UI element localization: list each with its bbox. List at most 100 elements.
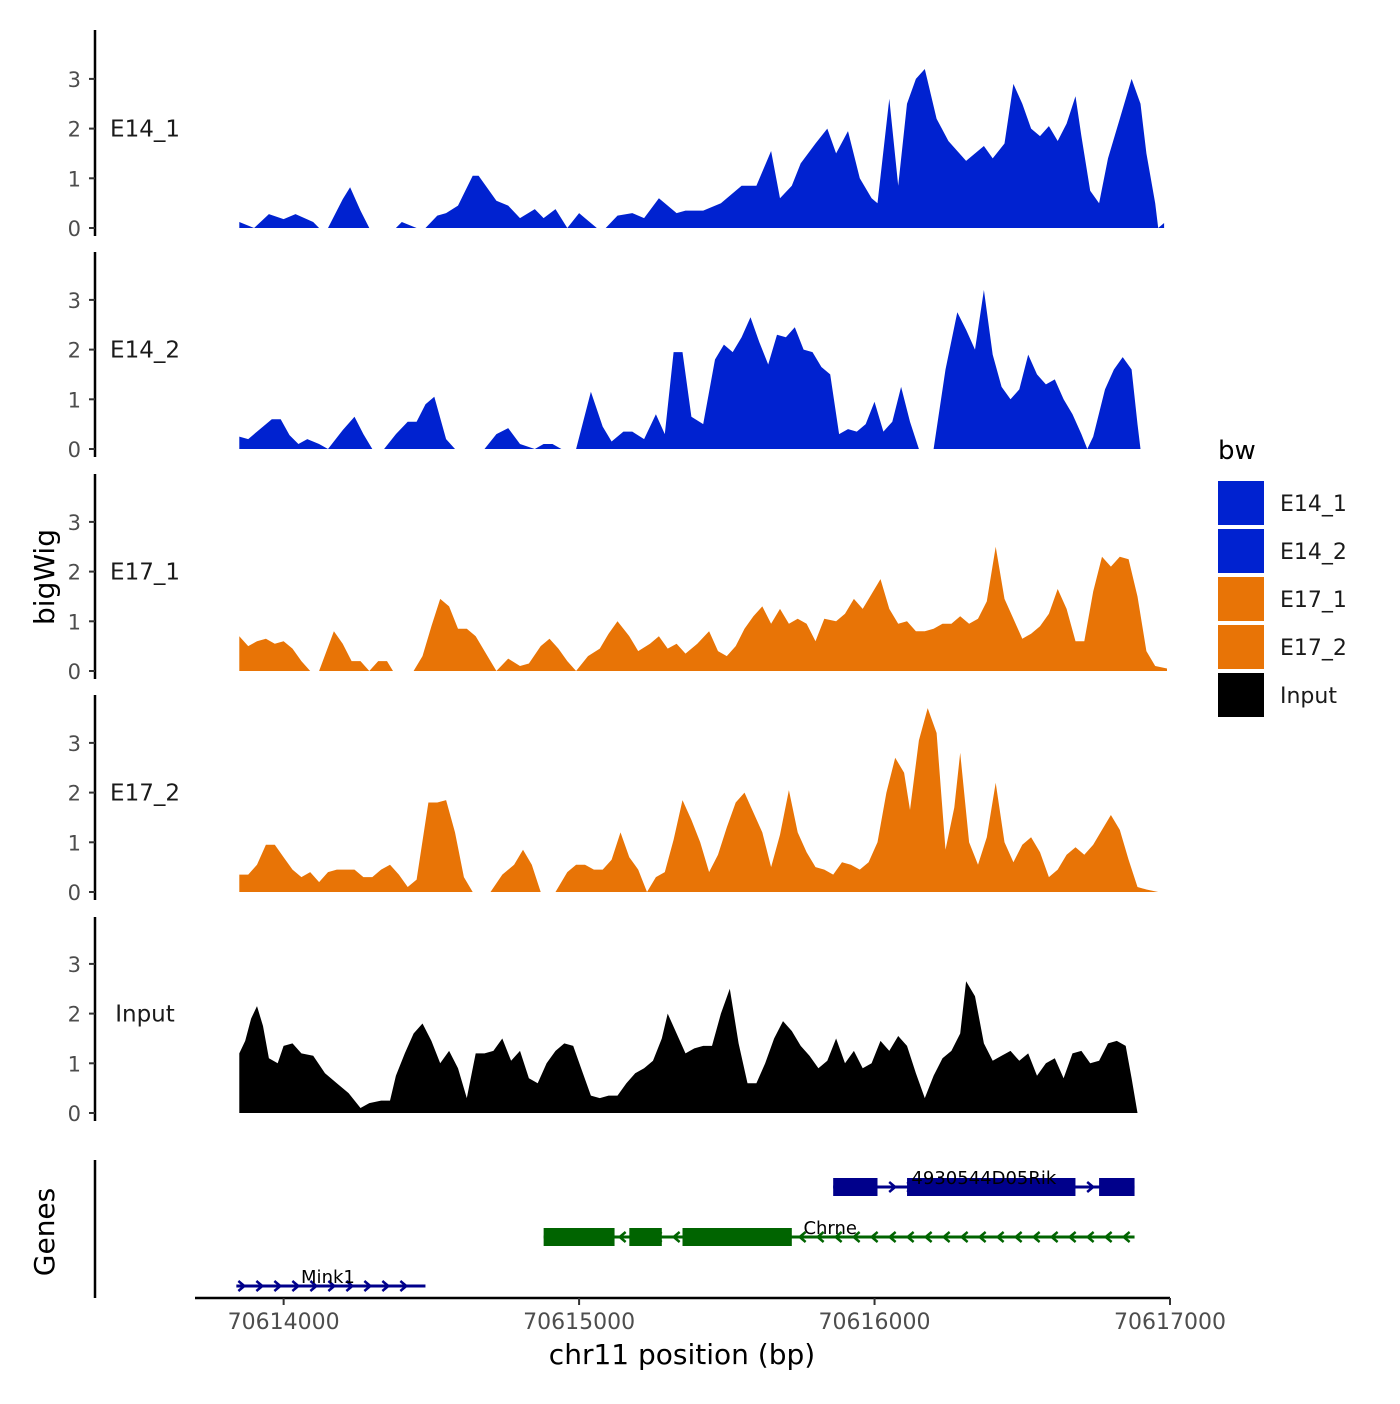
- track-label: E14_2: [110, 338, 180, 364]
- legend-item-e14-1: E14_1: [1218, 481, 1347, 525]
- legend-label: Input: [1280, 684, 1337, 709]
- y-tick-label: 0: [68, 217, 81, 241]
- gene-track: 4930544D05Rik Chrne Mink1: [93, 1160, 1135, 1298]
- gene-label: 4930544D05Rik: [911, 1168, 1056, 1189]
- gene-label: Chrne: [803, 1218, 857, 1239]
- y-tick-label: 3: [68, 289, 81, 313]
- gene-4930544d05rik: 4930544D05Rik: [833, 1168, 1135, 1196]
- gene-label: Mink1: [301, 1267, 355, 1288]
- strand-chevron: [1031, 1231, 1041, 1243]
- track-input: 0 1 2 3 Input: [68, 917, 1138, 1126]
- legend-item-input: Input: [1218, 673, 1337, 717]
- strand-chevron: [363, 1280, 373, 1292]
- strand-chevron: [345, 1280, 355, 1292]
- legend-swatch: [1218, 577, 1264, 621]
- y-tick-label: 2: [68, 339, 81, 363]
- y-tick-label: 0: [68, 1102, 81, 1126]
- x-axis-title: chr11 position (bp): [549, 1338, 815, 1371]
- x-tick-label: 70615000: [523, 1310, 635, 1335]
- exon-block: [682, 1228, 792, 1246]
- exon-block: [907, 1178, 1076, 1196]
- legend-label: E14_2: [1280, 540, 1347, 565]
- signal-area-e14-2: [239, 290, 1141, 449]
- legend-swatch: [1218, 673, 1264, 717]
- legend-label: E14_1: [1280, 492, 1347, 517]
- strand-chevron: [815, 1231, 825, 1243]
- track-e17-1: 0 1 2 3 E17_1: [68, 474, 1168, 684]
- y-tick-label: 3: [68, 68, 81, 92]
- strand-chevron: [1121, 1231, 1131, 1243]
- x-tick-label: 70617000: [1114, 1310, 1226, 1335]
- genes-track-title: Genes: [28, 1188, 61, 1276]
- signal-area-e17-2: [239, 708, 1159, 892]
- signal-area-input: [239, 981, 1138, 1113]
- strand-chevron: [887, 1231, 897, 1243]
- legend-item-e14-2: E14_2: [1218, 529, 1347, 573]
- strand-chevron: [273, 1280, 283, 1292]
- y-tick-label: 3: [68, 511, 81, 535]
- legend-title: bw: [1218, 436, 1256, 466]
- legend-swatch: [1218, 625, 1264, 669]
- track-label: E14_1: [110, 117, 180, 143]
- signal-area-e17-1: [239, 546, 1168, 671]
- strand-chevron: [381, 1280, 391, 1292]
- y-tick-label: 1: [68, 610, 81, 634]
- strand-chevron: [959, 1231, 969, 1243]
- y-tick-label: 2: [68, 1003, 81, 1027]
- track-e14-2: 0 1 2 3 E14_2: [68, 252, 1141, 462]
- y-tick-label: 0: [68, 660, 81, 684]
- y-tick-label: 1: [68, 388, 81, 412]
- exon-block: [543, 1228, 615, 1246]
- y-tick-label: 2: [68, 561, 81, 585]
- strand-chevron: [291, 1280, 301, 1292]
- strand-chevron: [833, 1231, 843, 1243]
- strand-chevron: [797, 1231, 807, 1243]
- strand-chevron: [327, 1280, 337, 1292]
- y-tick-label: 1: [68, 831, 81, 855]
- legend-swatch: [1218, 529, 1264, 573]
- strand-chevron: [309, 1280, 319, 1292]
- x-tick-label: 70616000: [819, 1310, 931, 1335]
- strand-chevron: [1086, 1181, 1096, 1193]
- strand-chevron: [851, 1231, 861, 1243]
- strand-chevron: [977, 1231, 987, 1243]
- y-tick-label: 2: [68, 118, 81, 142]
- strand-chevron: [399, 1280, 409, 1292]
- strand-chevron: [923, 1231, 933, 1243]
- signal-area-e14-1: [239, 69, 1165, 228]
- track-label: Input: [115, 1002, 175, 1028]
- y-tick-label: 3: [68, 953, 81, 977]
- strand-chevron: [617, 1231, 627, 1243]
- x-axis: 70614000 70615000 70616000 70617000: [195, 1296, 1226, 1335]
- track-label: E17_1: [110, 560, 180, 586]
- exon-block: [629, 1228, 662, 1246]
- strand-chevron: [1085, 1231, 1095, 1243]
- strand-chevron: [1103, 1231, 1113, 1243]
- track-label: E17_2: [110, 781, 180, 807]
- y-axis-title: bigWig: [28, 529, 61, 625]
- strand-chevron: [888, 1181, 898, 1193]
- legend-label: E17_1: [1280, 588, 1347, 613]
- strand-chevron: [905, 1231, 915, 1243]
- strand-chevron: [1013, 1231, 1023, 1243]
- y-tick-label: 1: [68, 167, 81, 191]
- legend-item-e17-1: E17_1: [1218, 577, 1347, 621]
- y-tick-label: 0: [68, 881, 81, 905]
- legend: bw E14_1 E14_2 E17_1 E17_2 Input: [1218, 436, 1347, 717]
- strand-chevron: [255, 1280, 265, 1292]
- strand-chevron: [941, 1231, 951, 1243]
- legend-item-e17-2: E17_2: [1218, 625, 1347, 669]
- exon-block: [833, 1178, 878, 1196]
- gene-mink1: Mink1: [236, 1267, 426, 1292]
- y-tick-label: 3: [68, 732, 81, 756]
- strand-chevron: [237, 1280, 247, 1292]
- strand-chevron: [1049, 1231, 1059, 1243]
- y-tick-label: 1: [68, 1052, 81, 1076]
- x-tick-label: 70614000: [228, 1310, 340, 1335]
- legend-label: E17_2: [1280, 636, 1347, 661]
- track-e17-2: 0 1 2 3 E17_2: [68, 695, 1159, 905]
- gene-chrne: Chrne: [543, 1218, 1135, 1246]
- strand-chevron: [1067, 1231, 1077, 1243]
